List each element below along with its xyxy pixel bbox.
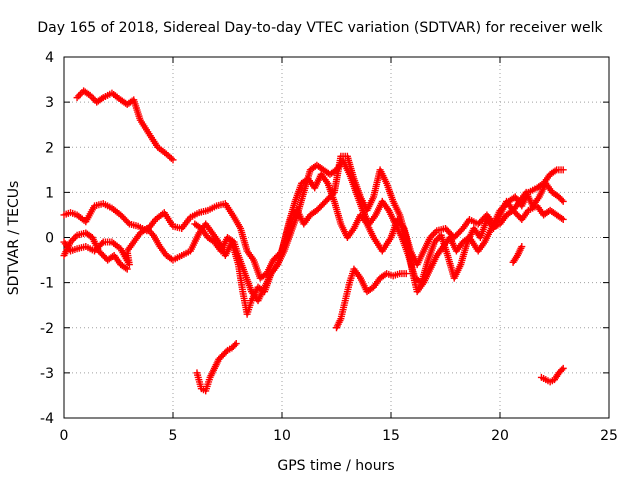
data-point: [430, 230, 438, 238]
data-point: [559, 166, 567, 174]
y-tick-label: -1: [40, 276, 54, 292]
y-tick-label: -2: [40, 321, 54, 337]
data-point: [559, 197, 567, 205]
y-tick-label: 4: [45, 50, 54, 66]
data-point: [232, 340, 240, 348]
series-arc-5: [333, 265, 410, 332]
data-point: [518, 243, 526, 251]
axis-ticks: 0 5 10 15 20 25 -4 -3 -2 -1 0 1 2 3 4: [40, 50, 618, 444]
series-arc-1: [73, 87, 177, 164]
series-arc-3: [60, 152, 567, 318]
series-arc-7: [509, 243, 526, 266]
y-tick-label: 1: [45, 185, 54, 201]
y-tick-label: -3: [40, 366, 54, 382]
x-tick-label: 15: [382, 428, 400, 444]
data-point: [329, 190, 337, 198]
data-point: [75, 92, 83, 100]
y-axis-title: SDTVAR / TECUs: [6, 181, 22, 296]
data-point: [169, 156, 177, 164]
data-point: [123, 265, 131, 273]
data-points: [60, 87, 567, 395]
y-tick-label: -4: [40, 411, 54, 427]
data-point: [402, 270, 410, 278]
data-point: [558, 366, 566, 374]
grid: [64, 57, 609, 418]
series-arc-4: [60, 157, 567, 305]
x-axis-title: GPS time / hours: [277, 458, 394, 474]
chart-title: Day 165 of 2018, Sidereal Day-to-day VTE…: [37, 20, 603, 36]
x-tick-label: 10: [273, 428, 291, 444]
series-arc-6: [193, 340, 240, 395]
data-point: [73, 94, 81, 102]
data-point: [559, 364, 567, 372]
x-tick-label: 5: [169, 428, 178, 444]
y-tick-label: 2: [45, 140, 54, 156]
x-tick-label: 20: [491, 428, 509, 444]
data-point: [222, 348, 230, 356]
data-point: [98, 240, 106, 248]
series-arc-8: [537, 364, 567, 386]
data-point: [558, 196, 566, 204]
data-point: [70, 235, 78, 243]
x-tick-label: 25: [600, 428, 618, 444]
y-tick-label: 0: [45, 231, 54, 247]
x-tick-label: 0: [60, 428, 69, 444]
data-point: [559, 215, 567, 223]
data-point: [124, 218, 132, 226]
y-tick-label: 3: [45, 95, 54, 111]
data-point: [231, 341, 239, 349]
